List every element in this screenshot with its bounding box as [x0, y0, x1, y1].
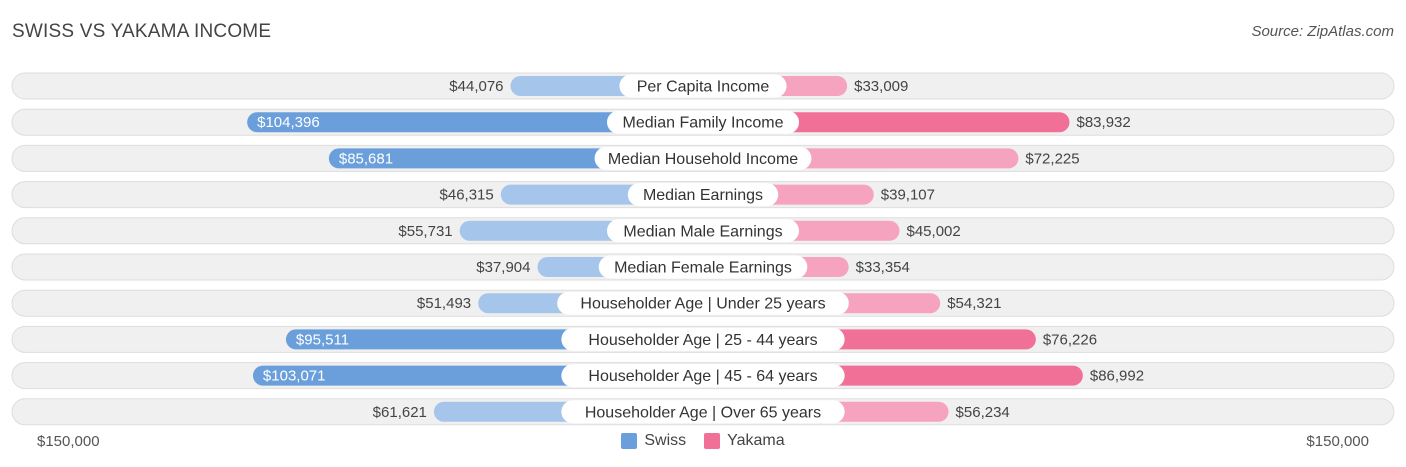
- category-pill: [561, 400, 845, 424]
- category-pill: [607, 219, 799, 243]
- category-pill: [557, 291, 849, 315]
- category-label: Median Household Income: [608, 151, 798, 168]
- legend-label-yakama: Yakama: [727, 432, 785, 449]
- category-pill: [619, 74, 787, 98]
- swiss-value-label: $61,621: [373, 404, 427, 421]
- category-pill: [594, 146, 812, 170]
- category-label: Per Capita Income: [637, 79, 770, 96]
- source-note: Source: ZipAtlas.com: [1251, 23, 1394, 40]
- swiss-swatch: [621, 433, 638, 449]
- chart-title: SWISS VS YAKAMA INCOME: [12, 21, 272, 42]
- yakama-value-label: $56,234: [956, 404, 1010, 421]
- yakama-value-label: $33,009: [854, 78, 908, 95]
- yakama-value-label: $39,107: [881, 187, 935, 204]
- yakama-value-label: $83,932: [1077, 114, 1131, 131]
- legend: Swiss Yakama: [0, 432, 1406, 450]
- category-label: Householder Age | Over 65 years: [585, 404, 821, 421]
- axis-left-label: $150,000: [37, 433, 100, 450]
- category-pill: [607, 110, 799, 134]
- yakama-value-label: $72,225: [1025, 150, 1079, 167]
- swiss-value-label: $55,731: [398, 223, 452, 240]
- category-label: Median Earnings: [643, 187, 763, 204]
- category-label: Median Male Earnings: [623, 223, 782, 240]
- axis-right-label: $150,000: [1306, 433, 1369, 450]
- swiss-value-label: $44,076: [449, 78, 503, 95]
- swiss-value-label: $104,396: [257, 114, 320, 131]
- category-pill: [561, 364, 845, 388]
- legend-item-swiss[interactable]: Swiss: [621, 432, 686, 450]
- category-pill: [598, 255, 808, 279]
- category-label: Median Female Earnings: [614, 260, 792, 277]
- category-label: Householder Age | 45 - 64 years: [588, 368, 817, 385]
- swiss-value-label: $95,511: [296, 331, 349, 348]
- swiss-value-label: $46,315: [440, 187, 494, 204]
- swiss-value-label: $103,071: [263, 368, 326, 385]
- swiss-value-label: $37,904: [476, 259, 530, 276]
- yakama-swatch: [704, 433, 721, 449]
- swiss-value-label: $51,493: [417, 295, 471, 312]
- yakama-value-label: $54,321: [947, 295, 1001, 312]
- yakama-value-label: $33,354: [856, 259, 910, 276]
- legend-item-yakama[interactable]: Yakama: [704, 432, 785, 450]
- category-label: Householder Age | 25 - 44 years: [588, 332, 817, 349]
- swiss-bar: [247, 112, 704, 133]
- category-label: Householder Age | Under 25 years: [580, 296, 825, 313]
- category-label: Median Family Income: [623, 115, 784, 132]
- category-pill: [627, 183, 779, 207]
- yakama-value-label: $76,226: [1043, 331, 1097, 348]
- yakama-value-label: $86,992: [1090, 368, 1144, 385]
- legend-label-swiss: Swiss: [644, 432, 687, 449]
- category-pill: [561, 327, 845, 351]
- swiss-value-label: $85,681: [339, 150, 393, 167]
- yakama-value-label: $45,002: [907, 223, 961, 240]
